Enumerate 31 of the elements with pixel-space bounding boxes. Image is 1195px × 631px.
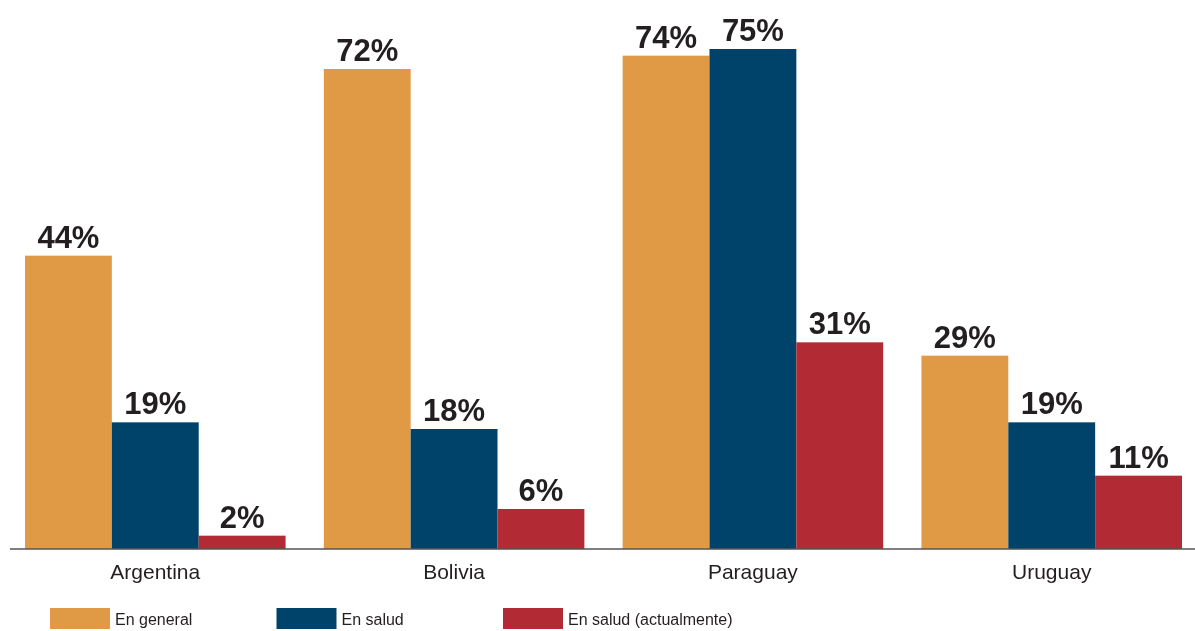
legend-label: En salud (actualmente): [568, 611, 733, 628]
legend-label: En salud: [341, 611, 404, 628]
data-label: 29%: [933, 319, 996, 355]
legend-label: En general: [115, 611, 193, 628]
data-label: 6%: [518, 473, 564, 508]
data-label: 19%: [124, 386, 187, 422]
data-label: 2%: [219, 499, 265, 535]
data-label: 44%: [37, 219, 100, 255]
data-label: 18%: [423, 393, 486, 428]
bar: [410, 429, 498, 549]
data-label: 19%: [1020, 386, 1083, 422]
data-label: 74%: [635, 19, 698, 55]
x-tick-label: Bolivia: [423, 560, 486, 583]
bar: [323, 69, 411, 549]
bar: [198, 535, 286, 549]
x-tick-label: Paraguay: [707, 560, 799, 583]
x-tick-label: Uruguay: [1012, 560, 1092, 583]
bar: [709, 49, 797, 549]
x-tick-label: Argentina: [110, 560, 201, 583]
bar: [111, 422, 199, 549]
bar: [25, 255, 112, 549]
bar: [622, 55, 710, 549]
bar: [1095, 475, 1182, 549]
data-label: 11%: [1108, 439, 1169, 475]
bar: [1008, 422, 1096, 549]
bar: [921, 355, 1009, 549]
data-label: 31%: [808, 306, 871, 342]
bar: [796, 342, 884, 549]
bar: [497, 509, 585, 549]
data-label: 72%: [336, 33, 399, 68]
data-label: 75%: [721, 13, 784, 48]
